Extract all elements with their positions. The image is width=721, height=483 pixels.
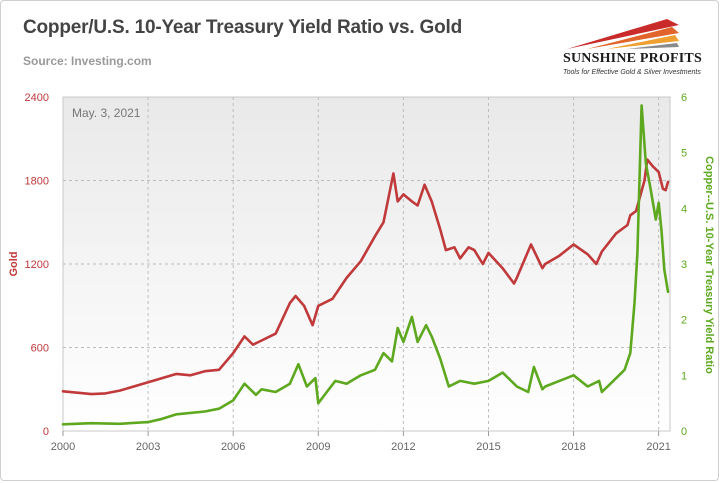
series-group (61, 104, 670, 426)
y-right-tick-label: 6 (681, 92, 687, 104)
date-label: May. 3, 2021 (72, 106, 141, 120)
y-axis-left-label: Gold (8, 251, 20, 276)
sunshine-profits-logo: SUNSHINE PROFITS Tools for Effective Gol… (547, 11, 717, 81)
x-tick-label: 2009 (306, 441, 330, 453)
y-right-tick-label: 0 (681, 426, 687, 438)
logo-tagline: Tools for Effective Gold & Silver Invest… (563, 69, 701, 76)
x-tick-label: 2006 (221, 441, 245, 453)
y-left-tick-label: 600 (31, 343, 49, 355)
y-right-tick-label: 5 (681, 148, 687, 160)
x-tick-label: 2000 (51, 441, 75, 453)
chart-title: Copper/U.S. 10-Year Treasury Yield Ratio… (23, 17, 462, 38)
y-axis-right-label: Copper--U.S. 10-Year Treasury Yield Rati… (703, 156, 715, 374)
y-right-tick-label: 1 (681, 370, 687, 382)
logo-name: SUNSHINE PROFITS (563, 51, 702, 66)
tick-labels: 0 600 1200 1800 2400 0 1 2 3 4 5 6 2000 2003 2006 2009 2… (25, 92, 688, 453)
source-label: Source: Investing.com (23, 54, 152, 68)
y-right-tick-label: 4 (681, 203, 687, 215)
x-tick-label: 2015 (476, 441, 500, 453)
sunburst-logo-icon (567, 12, 698, 49)
y-left-tick-label: 2400 (25, 92, 49, 104)
x-tick-label: 2018 (561, 441, 585, 453)
gold-series-line (61, 158, 670, 396)
x-tick-label: 2012 (391, 441, 415, 453)
y-left-tick-label: 1800 (25, 176, 49, 188)
grid-lines (63, 97, 670, 431)
x-tick-label: 2003 (136, 441, 160, 453)
x-tick-label: 2021 (646, 441, 670, 453)
y-left-tick-label: 0 (43, 426, 49, 438)
y-right-tick-label: 3 (681, 259, 687, 271)
copper-yield-ratio-series-line (61, 104, 670, 426)
y-right-tick-label: 2 (681, 315, 687, 327)
y-left-tick-label: 1200 (25, 259, 49, 271)
